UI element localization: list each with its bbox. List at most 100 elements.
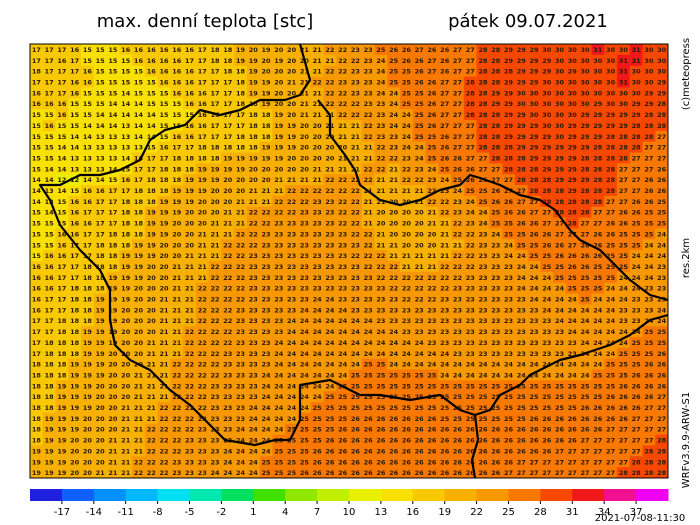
cell-value: 15 (172, 111, 182, 119)
cell (259, 119, 273, 132)
cell-value: 28 (657, 100, 667, 108)
cell (170, 141, 184, 153)
cell (221, 109, 235, 121)
cell (285, 174, 299, 186)
cell-value: 22 (172, 371, 181, 379)
cell-value: 13 (134, 144, 143, 152)
cell (463, 54, 477, 66)
cell (106, 358, 120, 370)
cell (323, 44, 337, 56)
cell (195, 282, 209, 294)
cell-value: 18 (172, 165, 182, 173)
cell-value: 16 (83, 68, 93, 76)
cell (310, 44, 324, 56)
cell (183, 195, 197, 208)
cell (259, 336, 273, 349)
cell-value: 22 (427, 187, 436, 195)
cell-value: 23 (198, 458, 207, 466)
cell (144, 467, 158, 479)
cell (438, 412, 452, 425)
cell-value: 30 (542, 89, 552, 97)
cell-value: 23 (249, 317, 258, 325)
cell (336, 87, 350, 99)
cell (387, 380, 401, 392)
cell (451, 380, 465, 392)
cell-value: 25 (632, 361, 642, 369)
colorbar-label: -2 (216, 507, 226, 518)
cell (400, 369, 414, 381)
cell-value: 15 (121, 79, 131, 87)
cell-value: 24 (606, 296, 616, 304)
cell-value: 28 (644, 458, 654, 466)
cell (170, 412, 184, 425)
cell-value: 29 (606, 122, 616, 130)
cell-value: 26 (529, 437, 539, 445)
cell (438, 228, 452, 240)
cell (540, 434, 554, 446)
cell-value: 24 (313, 339, 323, 347)
cell-value: 14 (108, 122, 118, 130)
cell (451, 185, 465, 197)
cell (93, 315, 107, 327)
cell-value: 23 (249, 274, 258, 282)
cell-value: 28 (619, 133, 629, 141)
cell (42, 163, 56, 175)
cell (616, 98, 631, 110)
cell-value: 27 (593, 458, 602, 466)
cell (489, 434, 503, 446)
cell (502, 315, 516, 327)
cell-value: 27 (606, 458, 615, 466)
cell-value: 20 (159, 274, 169, 282)
cell (68, 141, 82, 153)
cell-value: 25 (478, 415, 488, 423)
cell-value: 23 (351, 89, 360, 97)
cell (208, 76, 222, 88)
cell (183, 380, 197, 392)
cell-value: 20 (210, 187, 220, 195)
cell (285, 358, 299, 370)
cell (144, 228, 158, 240)
cell-value: 21 (313, 100, 323, 108)
cell (514, 467, 528, 479)
cell (246, 391, 260, 403)
cell (157, 326, 171, 338)
cell-value: 20 (159, 252, 169, 260)
cell-value: 23 (262, 296, 271, 304)
cell-value: 27 (644, 154, 653, 162)
cell-value: 18 (57, 350, 67, 358)
cell (30, 304, 44, 316)
cell-value: 22 (198, 361, 207, 369)
cell (208, 271, 222, 283)
cell (642, 109, 656, 121)
cell-value: 23 (427, 306, 436, 314)
cell-value: 25 (389, 68, 399, 76)
cell (655, 402, 669, 414)
cell-value: 22 (415, 274, 424, 282)
cell-value: 22 (210, 328, 219, 336)
cell-value: 20 (300, 133, 310, 141)
cell-value: 23 (427, 339, 436, 347)
cell-value: 16 (83, 187, 93, 195)
cell-value: 20 (389, 209, 399, 217)
cell (234, 456, 248, 468)
cell (565, 467, 579, 479)
cell (476, 271, 490, 283)
cell-value: 27 (453, 46, 462, 54)
cell-value: 27 (415, 46, 424, 54)
cell (81, 282, 95, 294)
cell (310, 152, 324, 164)
cell (132, 163, 146, 175)
cell (336, 434, 350, 446)
cell (463, 152, 477, 164)
cell (285, 380, 299, 392)
cell-value: 27 (619, 187, 628, 195)
cell-value: 24 (466, 371, 476, 379)
cell (144, 65, 158, 77)
cell (208, 206, 222, 218)
cell (412, 228, 426, 240)
cell-value: 23 (364, 100, 373, 108)
cell (259, 87, 273, 99)
cell (502, 456, 516, 468)
cell-value: 24 (274, 350, 284, 358)
cell-value: 21 (121, 404, 131, 412)
